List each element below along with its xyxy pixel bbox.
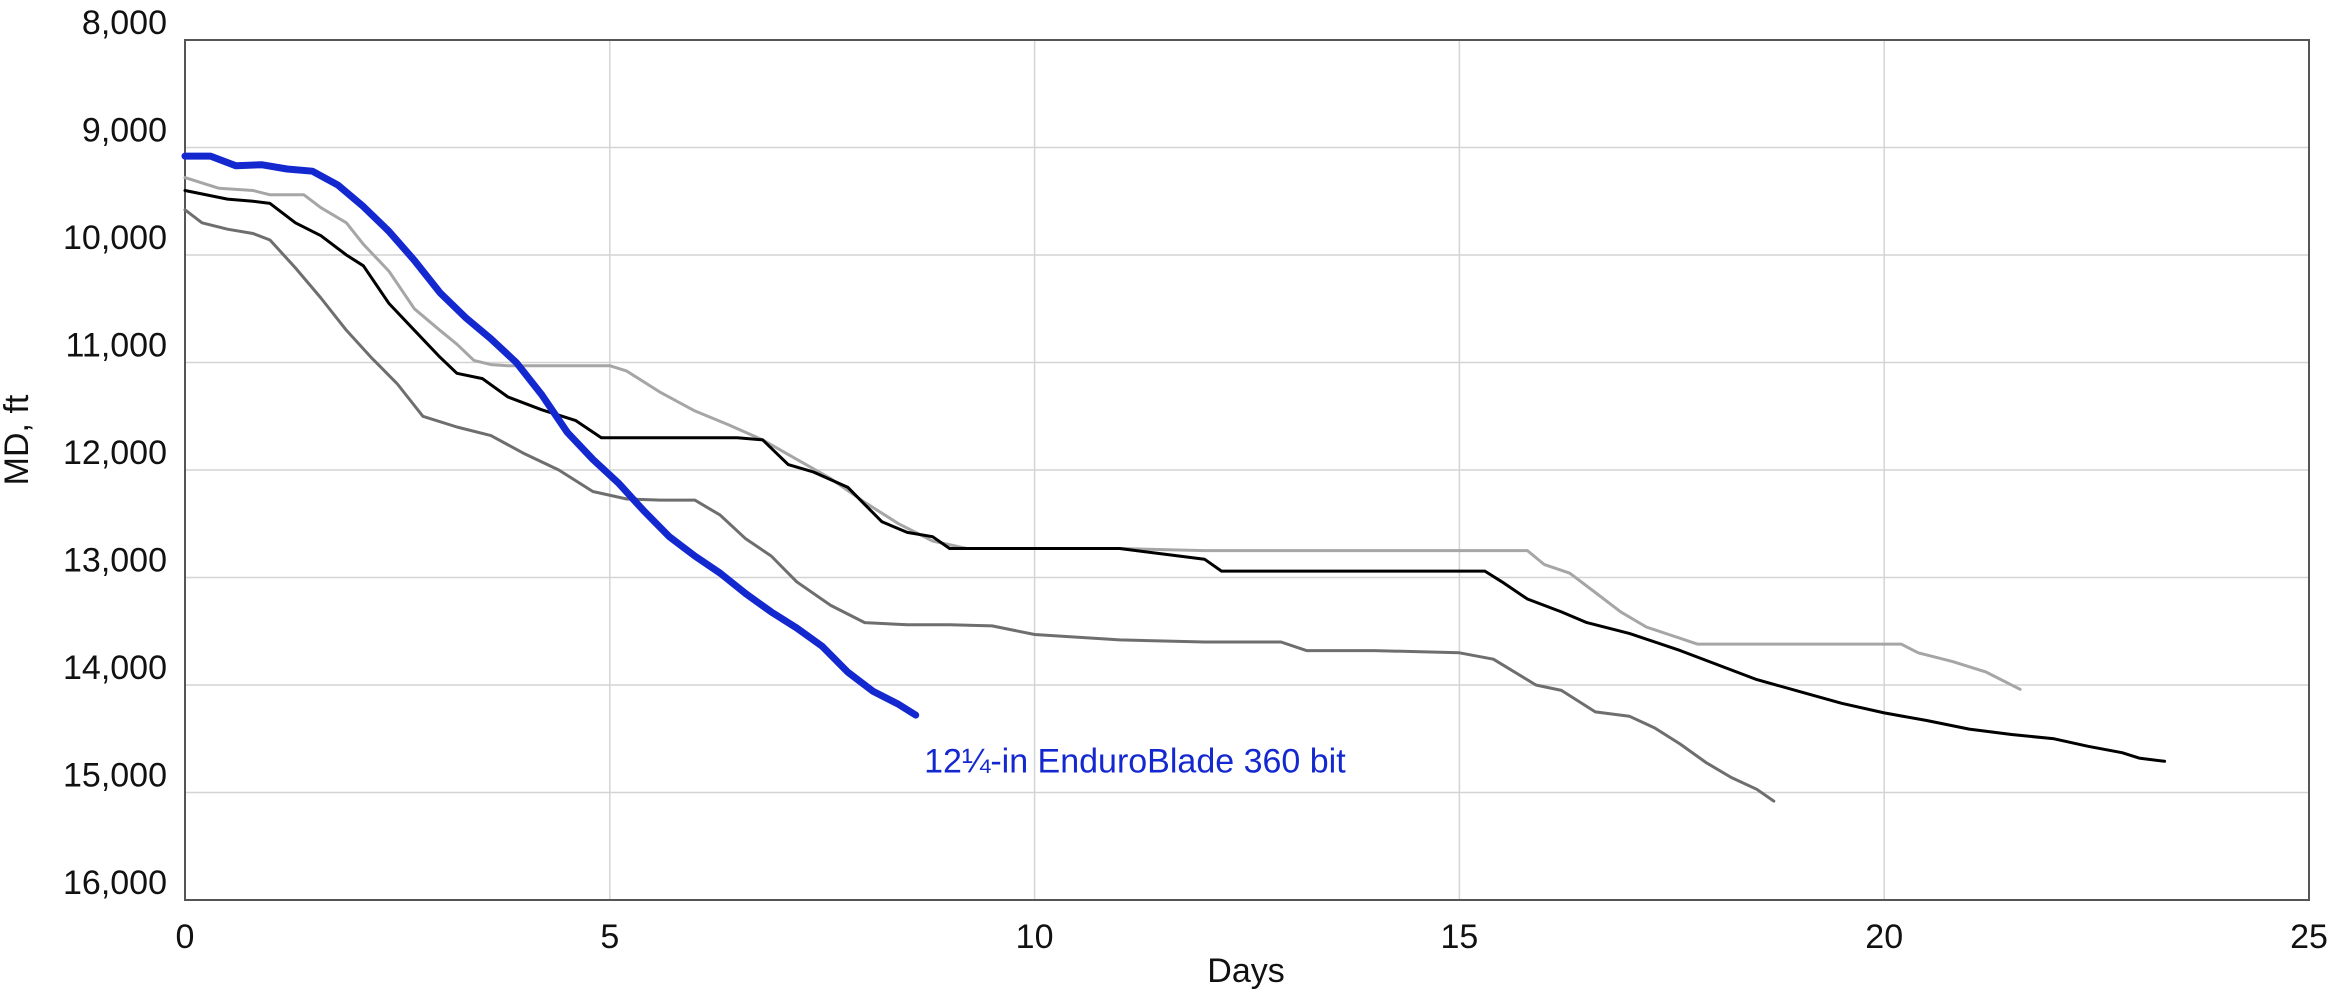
x-tick-label: 5 — [600, 918, 619, 956]
y-tick-label: 11,000 — [66, 327, 167, 365]
y-axis-tick-labels: 8,000 9,000 10,000 11,000 12,000 13,000 14,000… — [63, 4, 167, 902]
series-line-4 — [181, 152, 920, 719]
series-annotation-label: 12¼-in EnduroBlade 360 bit — [924, 742, 1346, 780]
x-tick-label: 20 — [1865, 918, 1903, 956]
y-tick-label: 16,000 — [63, 864, 167, 902]
x-axis-tick-labels: 0 5 10 15 20 25 — [176, 918, 2328, 956]
x-tick-label: 15 — [1440, 918, 1478, 956]
y-tick-label: 10,000 — [63, 219, 167, 257]
y-tick-label: 14,000 — [63, 649, 167, 687]
y-tick-label: 13,000 — [63, 542, 167, 580]
y-tick-label: 12,000 — [63, 434, 167, 472]
y-tick-label: 15,000 — [63, 757, 167, 795]
x-tick-label: 10 — [1016, 918, 1054, 956]
y-tick-label: 8,000 — [82, 4, 167, 42]
y-axis-title: MD, ft — [0, 394, 36, 485]
x-axis-title: Days — [1207, 952, 1284, 990]
plot-frame — [184, 39, 2310, 901]
series-layer — [181, 152, 2167, 803]
y-tick-label: 9,000 — [82, 112, 167, 150]
series-line-3 — [183, 208, 1776, 803]
x-tick-label: 0 — [176, 918, 195, 956]
series-line-2 — [183, 189, 2167, 763]
x-tick-label: 25 — [2290, 918, 2328, 956]
